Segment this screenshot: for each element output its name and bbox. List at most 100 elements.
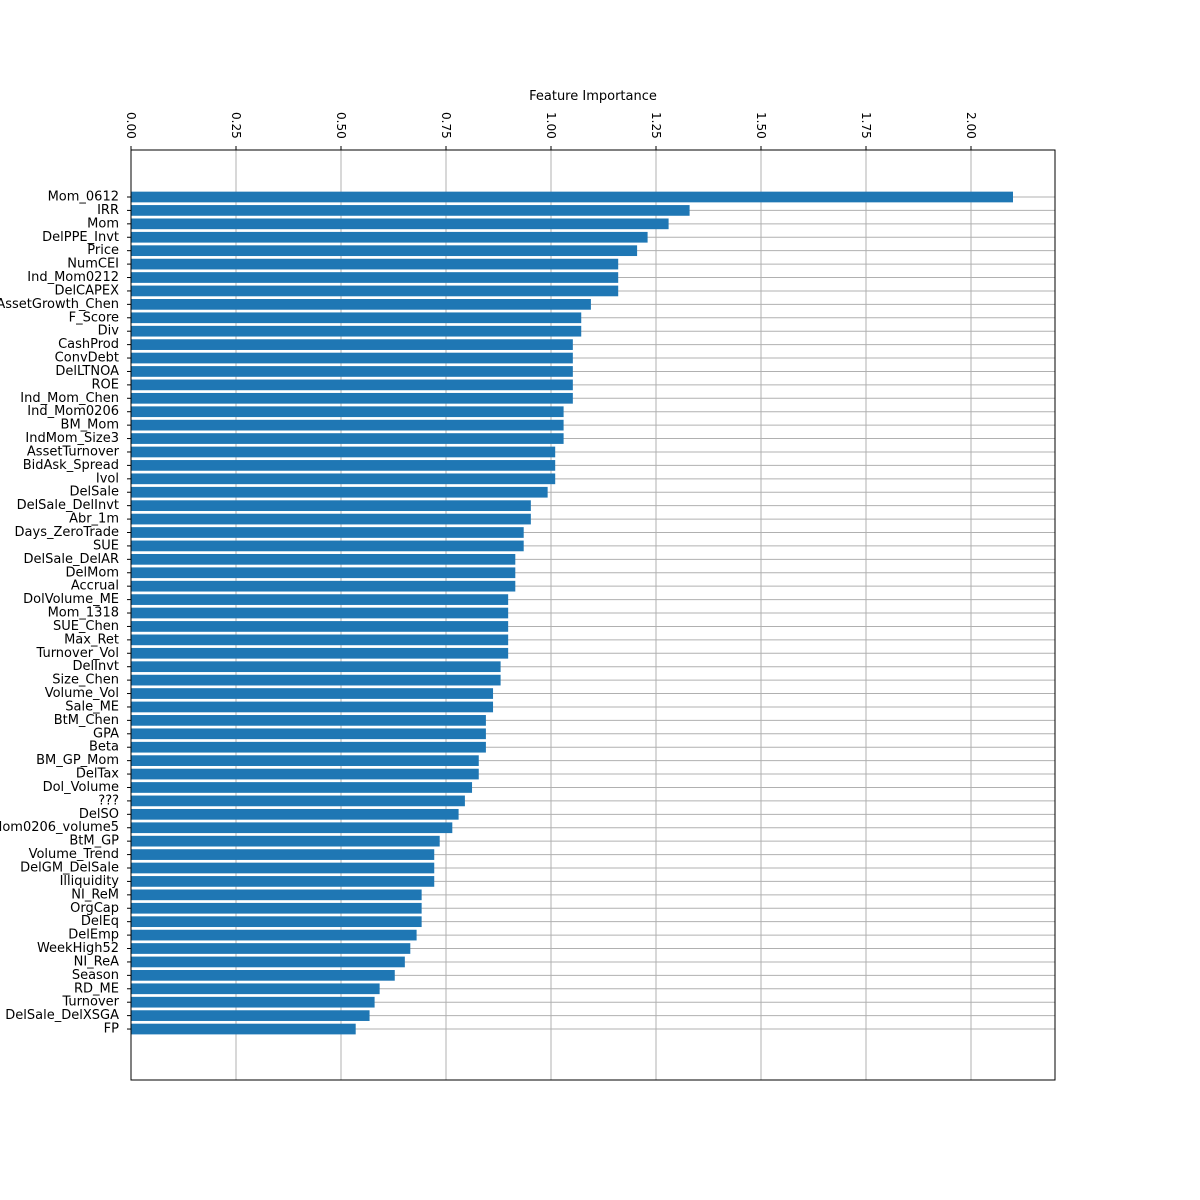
y-axis-ticks: Mom_0612IRRMomDelPPE_InvtPriceNumCEIInd_… bbox=[0, 190, 131, 1037]
bar bbox=[131, 460, 556, 471]
y-tick-label: DolVolume_ME bbox=[23, 592, 119, 607]
bar bbox=[131, 446, 556, 458]
bar bbox=[131, 580, 516, 592]
bar bbox=[131, 621, 509, 632]
bar bbox=[131, 688, 494, 699]
y-tick-label: BM_Mom bbox=[61, 418, 119, 433]
y-tick-label: DelTax bbox=[76, 767, 119, 782]
y-tick-label: Volume_Vol bbox=[45, 686, 119, 701]
bar bbox=[131, 996, 375, 1008]
bar bbox=[131, 272, 619, 283]
bar bbox=[131, 822, 453, 834]
bar bbox=[131, 486, 548, 498]
bar bbox=[131, 661, 501, 673]
y-tick-label: IndMom_Size3 bbox=[25, 431, 119, 446]
bar bbox=[131, 513, 531, 525]
y-tick-label: GPA bbox=[93, 726, 119, 741]
x-tick-label: 0.75 bbox=[439, 112, 453, 139]
bar bbox=[131, 902, 422, 914]
bar bbox=[131, 285, 619, 297]
bar bbox=[131, 607, 509, 619]
y-tick-label: Season bbox=[72, 968, 119, 983]
bar bbox=[131, 862, 435, 874]
y-tick-label: Sale_ME bbox=[65, 699, 119, 714]
y-tick-label: DelSO bbox=[79, 807, 119, 822]
y-tick-label: Max_Ret bbox=[64, 632, 119, 647]
y-tick-label: DelGM_DelSale bbox=[20, 861, 119, 876]
y-tick-label: NI_ReM bbox=[71, 887, 119, 902]
bar bbox=[131, 433, 564, 444]
y-tick-label: SUE_Chen bbox=[53, 619, 119, 634]
y-tick-label: Price bbox=[87, 243, 119, 258]
bar bbox=[131, 956, 405, 968]
bar bbox=[131, 366, 573, 377]
bar bbox=[131, 728, 486, 740]
bar bbox=[131, 674, 501, 686]
y-tick-label: AssetTurnover bbox=[27, 444, 120, 459]
y-tick-label: Volume_Trend bbox=[29, 847, 119, 862]
bar bbox=[131, 835, 440, 847]
y-tick-label: FP bbox=[104, 1022, 119, 1037]
y-tick-label: Mom bbox=[87, 216, 119, 231]
x-axis-title: Feature Importance bbox=[529, 89, 657, 104]
x-tick-label: 1.25 bbox=[649, 112, 663, 139]
bar bbox=[131, 701, 494, 713]
bar bbox=[131, 540, 524, 552]
y-tick-label: Beta bbox=[89, 740, 119, 755]
y-tick-label: Abr_1m bbox=[69, 512, 119, 527]
y-tick-label: NI_ReA bbox=[74, 954, 120, 969]
bar bbox=[131, 527, 524, 538]
bar bbox=[131, 795, 465, 807]
y-tick-label: BM_GP_Mom bbox=[36, 753, 119, 768]
y-tick-label: ConvDebt bbox=[55, 351, 119, 366]
y-tick-label: Ind_Mom0212 bbox=[27, 270, 119, 285]
y-tick-label: DelSale bbox=[70, 485, 119, 500]
y-tick-label: SUE bbox=[93, 538, 119, 553]
bar bbox=[131, 245, 638, 257]
bar bbox=[131, 299, 591, 310]
x-tick-label: 0.00 bbox=[124, 112, 138, 139]
y-tick-label: BtM_GP bbox=[69, 834, 119, 849]
bar bbox=[131, 889, 422, 901]
bar bbox=[131, 1010, 370, 1021]
plot-frame bbox=[130, 149, 1056, 1081]
y-tick-label: DelSale_DelXSGA bbox=[5, 1008, 119, 1023]
x-tick-label: 0.50 bbox=[334, 112, 348, 139]
y-tick-label: OrgCap bbox=[70, 901, 119, 916]
bar bbox=[131, 567, 516, 579]
y-tick-label: DelSale_DelInvt bbox=[17, 498, 119, 513]
y-tick-label: Dol_Volume bbox=[43, 780, 119, 795]
y-tick-label: BidAsk_Spread bbox=[23, 458, 119, 473]
bar bbox=[131, 943, 411, 954]
bar bbox=[131, 218, 669, 230]
x-tick-label: 0.25 bbox=[229, 112, 243, 139]
y-tick-label: WeekHigh52 bbox=[37, 941, 119, 956]
bar bbox=[131, 231, 648, 243]
y-tick-label: Accrual bbox=[71, 579, 119, 594]
bar bbox=[131, 339, 573, 350]
y-tick-label: F_Score bbox=[69, 310, 119, 325]
bar bbox=[131, 876, 435, 887]
y-tick-label: Mom0206_volume5 bbox=[0, 820, 119, 835]
bar bbox=[131, 312, 582, 324]
y-tick-label: DelSale_DelAR bbox=[24, 552, 120, 567]
y-tick-label: DelMom bbox=[66, 565, 119, 580]
y-tick-label: CashProd bbox=[58, 337, 119, 352]
bar bbox=[131, 970, 395, 981]
y-tick-label: Ivol bbox=[96, 471, 119, 486]
bar-layer bbox=[131, 191, 1013, 1035]
y-tick-label: Ind_Mom0206 bbox=[27, 404, 119, 419]
y-tick-label: AssetGrowth_Chen bbox=[0, 297, 119, 312]
y-tick-label: NumCEI bbox=[67, 257, 119, 272]
bar bbox=[131, 325, 582, 337]
y-tick-label: IRR bbox=[97, 203, 119, 218]
bar bbox=[131, 379, 573, 391]
bar bbox=[131, 983, 380, 995]
bar bbox=[131, 808, 459, 820]
bar bbox=[131, 392, 573, 404]
bar bbox=[131, 191, 1013, 203]
bar bbox=[131, 916, 422, 928]
y-tick-label: Turnover bbox=[61, 995, 119, 1010]
bar bbox=[131, 1023, 356, 1035]
